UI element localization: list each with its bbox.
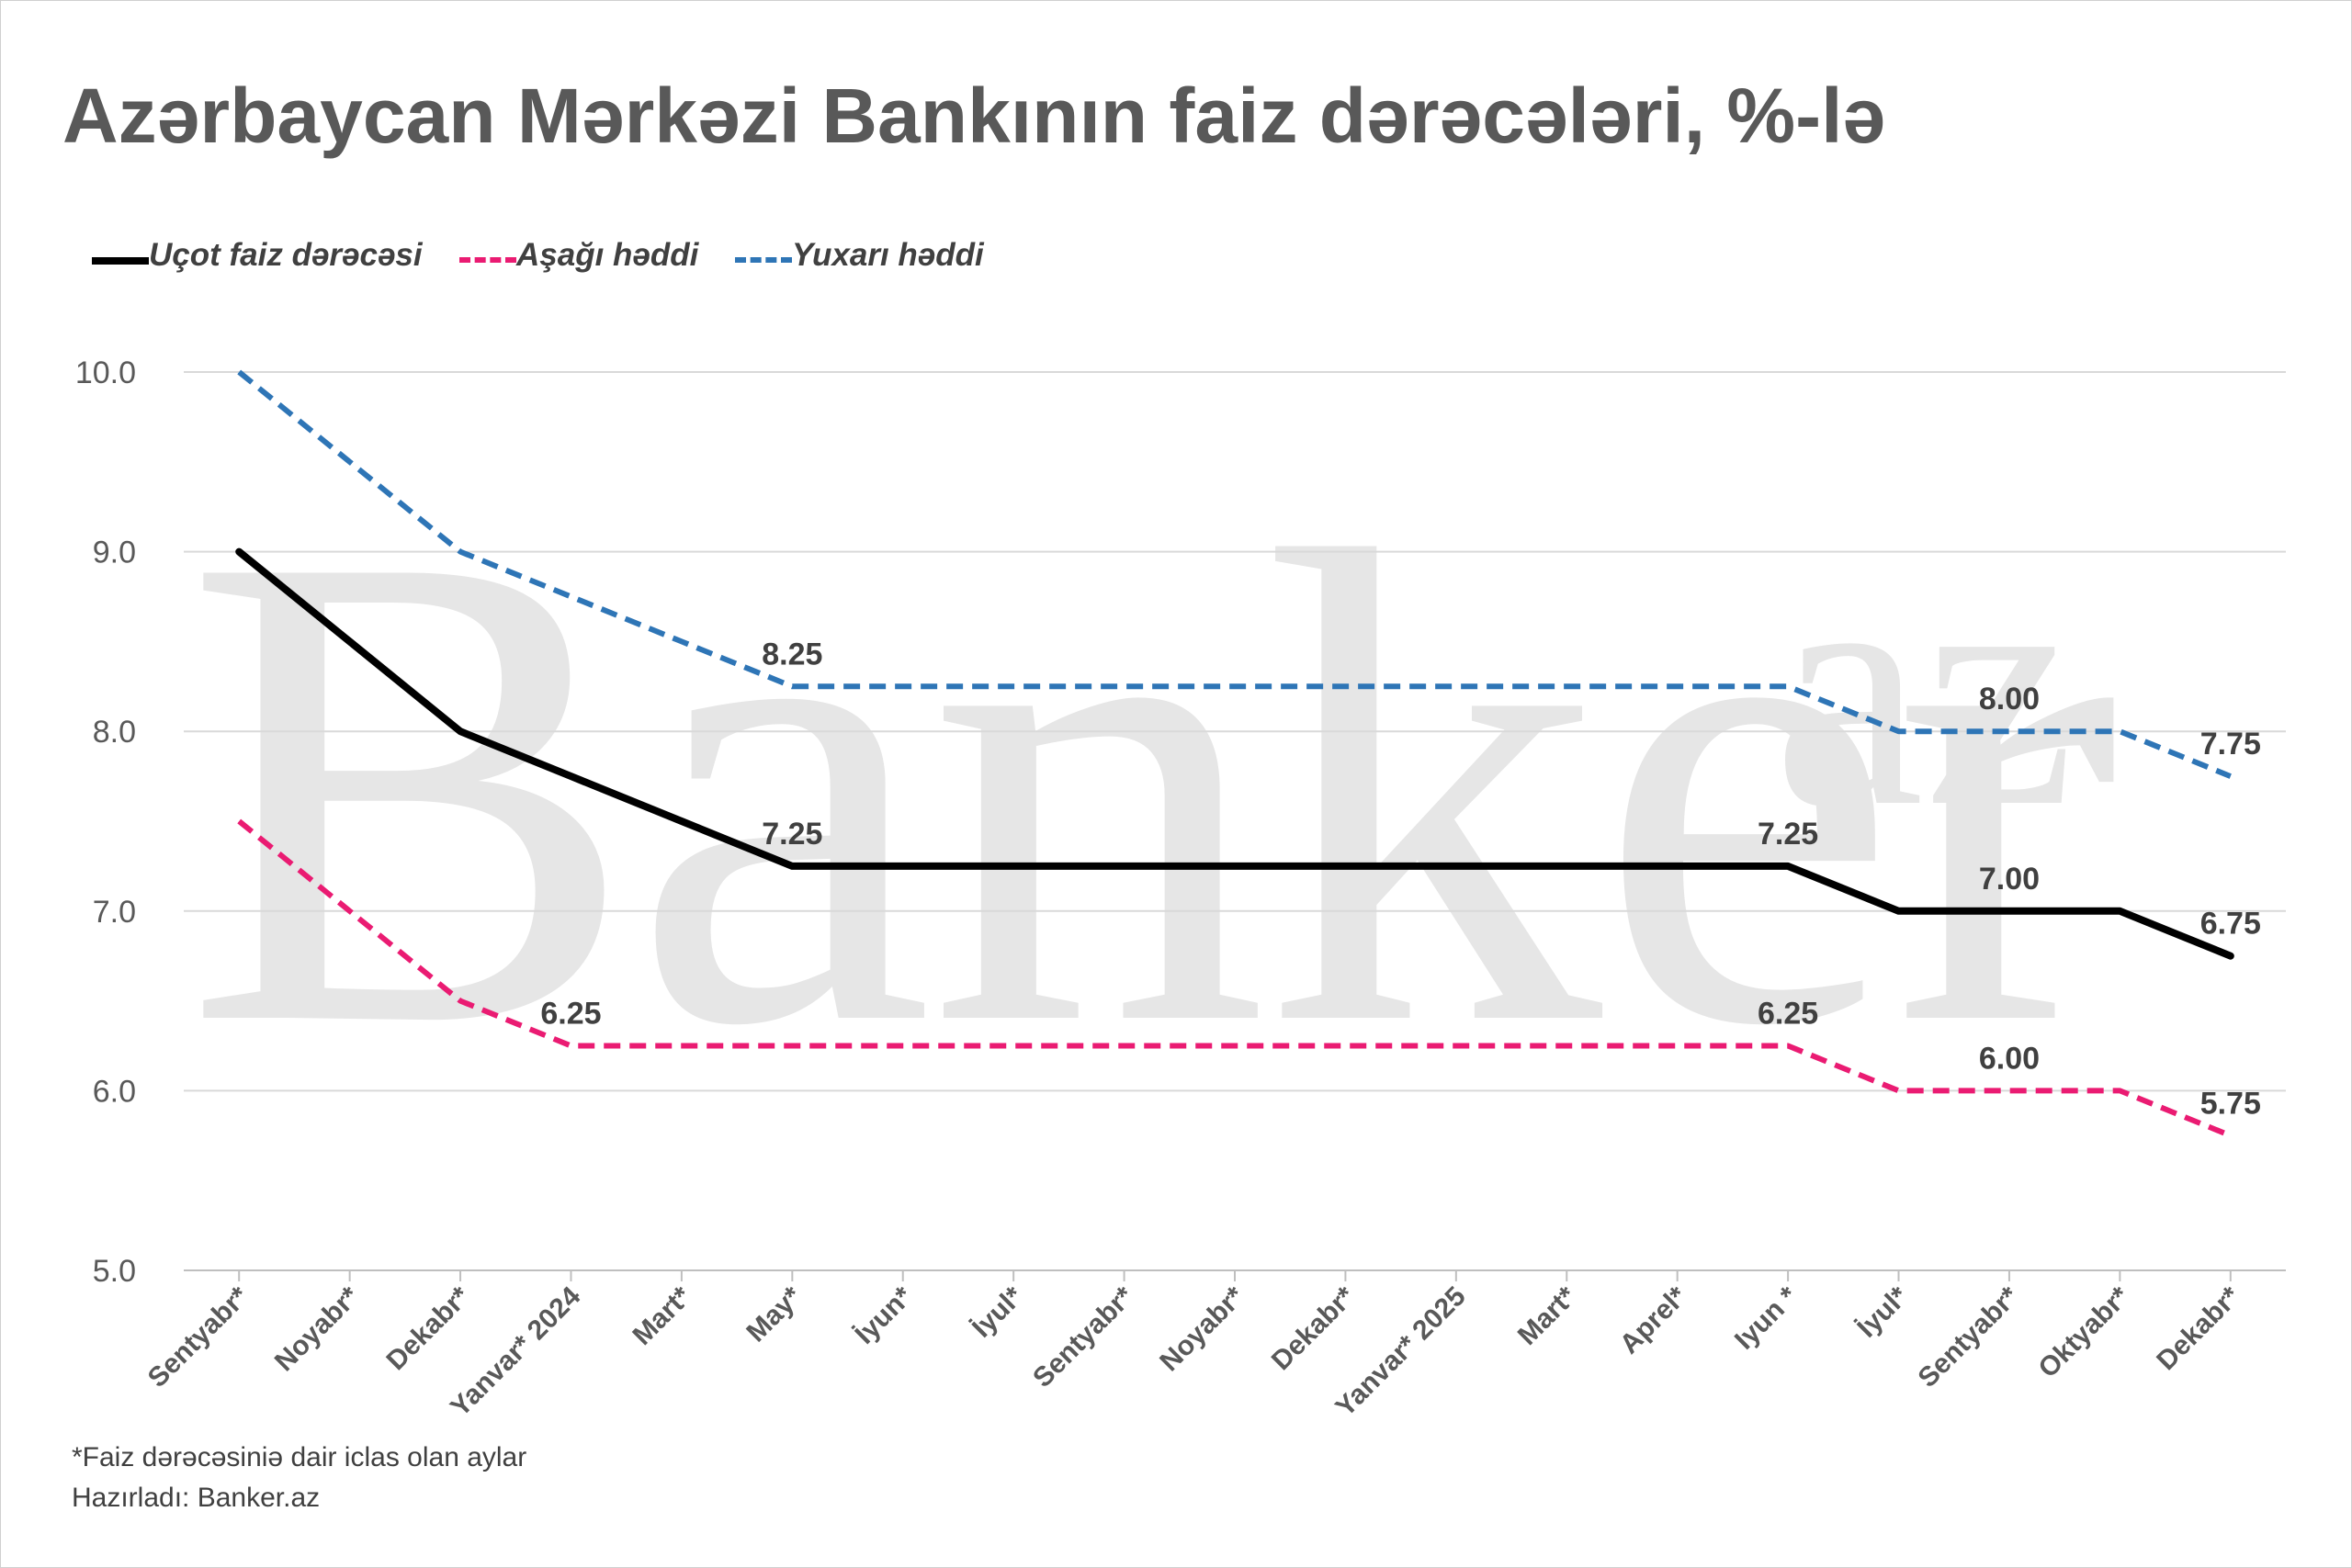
credit-text: Hazırladı: Banker.az [72,1483,321,1513]
series-lines [235,369,2234,1139]
x-tick-label: İyun* [849,1280,918,1349]
series-line-2 [237,369,2232,779]
series-line-1 [237,818,2232,1139]
y-tick-label: 8.0 [93,715,136,750]
data-label: 5.75 [2200,1086,2261,1121]
y-tick-label: 7.0 [93,895,136,930]
data-label: 8.00 [1979,682,2040,716]
data-label: 7.00 [1979,862,2040,897]
legend-label-ashagi: Aşağı həddi [516,237,699,273]
x-tick-label: Dekabr* [380,1280,476,1376]
x-tick-label: Noyabr* [269,1280,366,1377]
legend-swatch-yuxari [735,257,792,263]
x-tick-label: Dekabr* [2151,1280,2246,1376]
x-tick-label: Sentyabr* [142,1280,255,1393]
y-axis-ticks: 5.0 6.0 7.0 8.0 9.0 10.0 [75,355,136,1289]
x-tick-label: Mart* [1512,1280,1583,1351]
y-tick-label: 10.0 [75,355,136,390]
x-axis-ticks: Sentyabr* Noyabr* Dekabr*Yanvar* 2024 Mart*… [142,1270,2246,1423]
x-tick-label: İyul* [967,1280,1029,1343]
legend-label-yuxari: Yuxarı həddi [792,237,984,273]
x-tick-label: Noyabr* [1154,1280,1250,1377]
x-tick-label: Iyun * [1729,1280,1804,1355]
data-labels: 7.25 7.25 7.00 6.75 6.25 6.25 6.00 5.75 8.25 8.00… [540,637,2261,1121]
y-tick-label: 5.0 [93,1254,136,1289]
x-tick-label: Sentyabr* [1027,1280,1140,1393]
x-tick-label: Dekabr* [1266,1280,1362,1376]
y-tick-label: 6.0 [93,1074,136,1109]
y-tick-label: 9.0 [93,536,136,570]
data-label: 7.25 [762,817,822,852]
x-tick-label: Mart* [627,1280,697,1351]
x-tick-label: Oktyabr* [2033,1280,2136,1383]
legend-swatch-ashagi [459,257,516,263]
x-tick-label: İyul* [1851,1280,1914,1343]
gridlines [184,371,2286,1271]
data-label: 8.25 [762,637,822,671]
data-label: 6.00 [1979,1041,2040,1076]
chart-title: Azərbaycan Mərkəzi Bankının faiz dərəcəl… [62,73,1886,159]
watermark-logo: Banker [184,413,2120,1166]
x-tick-label: May* [741,1280,808,1348]
data-label: 7.75 [2200,727,2261,761]
data-label: 6.25 [540,997,601,1032]
data-label: 7.25 [1758,817,1818,852]
watermark-logo-superscript: az [1773,501,2075,877]
legend-label-uchot: Uçot faiz dərəcəsi [149,237,423,273]
series-line-0 [235,547,2234,960]
footnote: *Faiz dərəcəsiniə dair iclas olan aylar [72,1442,527,1472]
data-label: 6.75 [2200,907,2261,942]
x-tick-label: Sentyabr* [1913,1280,2026,1393]
legend-swatch-uchot [92,257,149,265]
x-tick-label: Aprel* [1614,1280,1693,1359]
data-label: 6.25 [1758,997,1818,1032]
